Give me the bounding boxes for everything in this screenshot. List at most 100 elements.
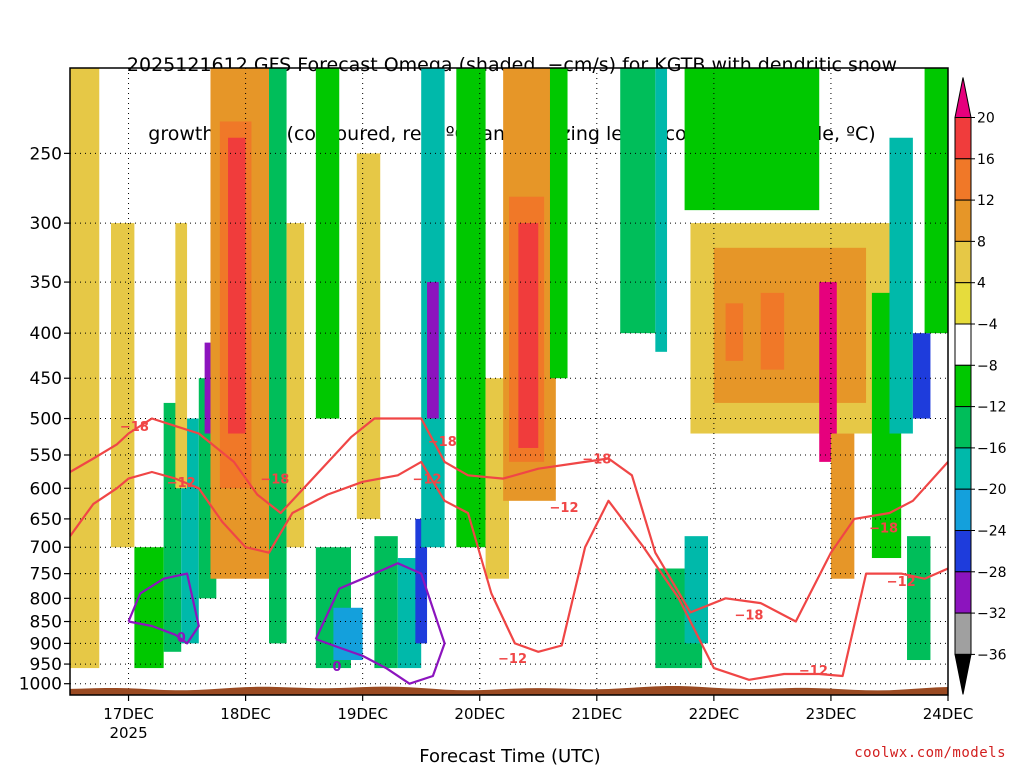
colorbar-tick-label: −8 — [977, 358, 998, 374]
x-tick-label: 24DEC — [923, 705, 974, 723]
x-tick-label: 18DEC — [220, 705, 271, 723]
omega-cell — [269, 68, 287, 644]
omega-cell — [456, 68, 486, 548]
colorbar-segment — [954, 282, 972, 325]
omega-cell — [924, 68, 948, 334]
omega-cell — [374, 536, 398, 669]
contour-label: −12 — [887, 575, 916, 590]
y-tick-label: 300 — [30, 214, 62, 234]
contour-label: −18 — [120, 420, 149, 435]
colorbar-segment — [954, 447, 972, 490]
y-tick-label: 650 — [30, 510, 62, 530]
omega-cell — [819, 282, 837, 462]
contour-label: −18 — [260, 473, 289, 488]
plot-frame — [69, 67, 949, 696]
x-tick-label: 22DEC — [689, 705, 740, 723]
x-tick-label: 19DEC — [337, 705, 388, 723]
colorbar-bottom-arrow — [954, 653, 972, 695]
colorbar-tick-label: 16 — [977, 152, 995, 168]
contour-label-layer: −18 −12 0 −18 0 −12 −18 −12 −12 −18 −18 −12 −18 −12 — [120, 420, 916, 679]
omega-cell — [427, 282, 439, 419]
omega-cell — [889, 137, 913, 434]
omega-shading-layer — [70, 68, 948, 669]
omega-cell — [518, 223, 539, 448]
colorbar-segment — [954, 117, 972, 160]
colorbar-tick-label: −36 — [977, 647, 1007, 663]
omega-cell — [70, 68, 100, 669]
omega-cell — [134, 547, 164, 669]
contour-label: −18 — [734, 609, 763, 624]
x-tick-label: 20DEC — [454, 705, 505, 723]
contour-label: 0 — [332, 660, 341, 675]
colorbar-tick-label: 12 — [977, 193, 995, 209]
contour-label: −18 — [582, 452, 611, 467]
omega-cell — [175, 223, 188, 489]
y-tick-label: 750 — [30, 565, 62, 585]
y-tick-label: 450 — [30, 369, 62, 389]
colorbar-segment — [954, 488, 972, 532]
contour--12 — [70, 460, 948, 681]
contour-label: −12 — [799, 664, 828, 679]
contour-label: −12 — [413, 473, 442, 488]
omega-cell — [228, 137, 246, 434]
omega-cell — [725, 303, 744, 361]
colorbar-segment — [954, 199, 972, 242]
contour--18 — [70, 417, 948, 623]
contour-0 — [127, 572, 200, 645]
colorbar: 20 16 12 8 4 −4 −8 −12 −16 −20 −24 −28 −32 −36 — [954, 77, 1007, 695]
y-tick-label: 1000 — [19, 675, 62, 695]
y-tick-label: 250 — [30, 144, 62, 164]
omega-cell — [356, 153, 381, 519]
x-year-label: 2025 — [109, 724, 147, 742]
omega-cell — [907, 536, 931, 661]
contour-label: −12 — [498, 652, 527, 667]
colorbar-tick-label: 8 — [977, 234, 986, 250]
colorbar-segment — [954, 406, 972, 449]
contour-label: −18 — [428, 435, 457, 450]
y-tick-label: 800 — [30, 589, 62, 609]
y-tick-label: 700 — [30, 538, 62, 558]
y-tick-label: 550 — [30, 446, 62, 466]
colorbar-tick-label: −28 — [977, 565, 1007, 581]
terrain-fill — [70, 686, 948, 695]
omega-cell — [684, 536, 709, 644]
colorbar-tick-label: 4 — [977, 276, 986, 292]
omega-cell — [760, 292, 785, 370]
colorbar-segment — [954, 323, 972, 366]
y-tick-label: 950 — [30, 655, 62, 675]
omega-cell — [286, 223, 305, 548]
contour-label: −12 — [167, 476, 196, 491]
y-axis: 2503003504004505005506006507007508008509… — [19, 144, 70, 695]
colorbar-tick-label: −24 — [977, 524, 1007, 540]
x-axis-title: Forecast Time (UTC) — [419, 746, 601, 767]
x-tick-label: 17DEC — [103, 705, 154, 723]
colorbar-segment — [954, 571, 972, 614]
contour-label: −12 — [550, 501, 579, 516]
colorbar-segment — [954, 158, 972, 201]
colorbar-segment — [954, 612, 972, 655]
omega-cell — [684, 68, 820, 211]
y-tick-label: 400 — [30, 324, 62, 344]
omega-cell — [912, 333, 931, 419]
omega-cell — [397, 558, 422, 669]
x-tick-label: 23DEC — [806, 705, 857, 723]
colorbar-segment — [954, 530, 972, 573]
omega-cell — [315, 68, 340, 419]
y-tick-label: 850 — [30, 613, 62, 633]
credit-link[interactable]: coolwx.com/models — [854, 745, 1006, 761]
omega-cell — [415, 518, 428, 644]
omega-cell — [620, 68, 656, 334]
contour-0 — [314, 562, 446, 685]
contour-layer — [70, 417, 948, 685]
contour-label: 0 — [177, 631, 186, 646]
colorbar-tick-label: −16 — [977, 441, 1007, 457]
y-tick-label: 350 — [30, 273, 62, 293]
colorbar-tick-label: −32 — [977, 606, 1007, 622]
omega-cell — [333, 607, 363, 661]
x-axis: 17DEC 18DEC 19DEC 20DEC 21DEC 22DEC 23DEC 24DEC… — [103, 695, 973, 742]
y-tick-label: 500 — [30, 410, 62, 430]
omega-cell — [110, 223, 135, 548]
x-tick-label: 21DEC — [572, 705, 623, 723]
y-tick-label: 900 — [30, 634, 62, 654]
